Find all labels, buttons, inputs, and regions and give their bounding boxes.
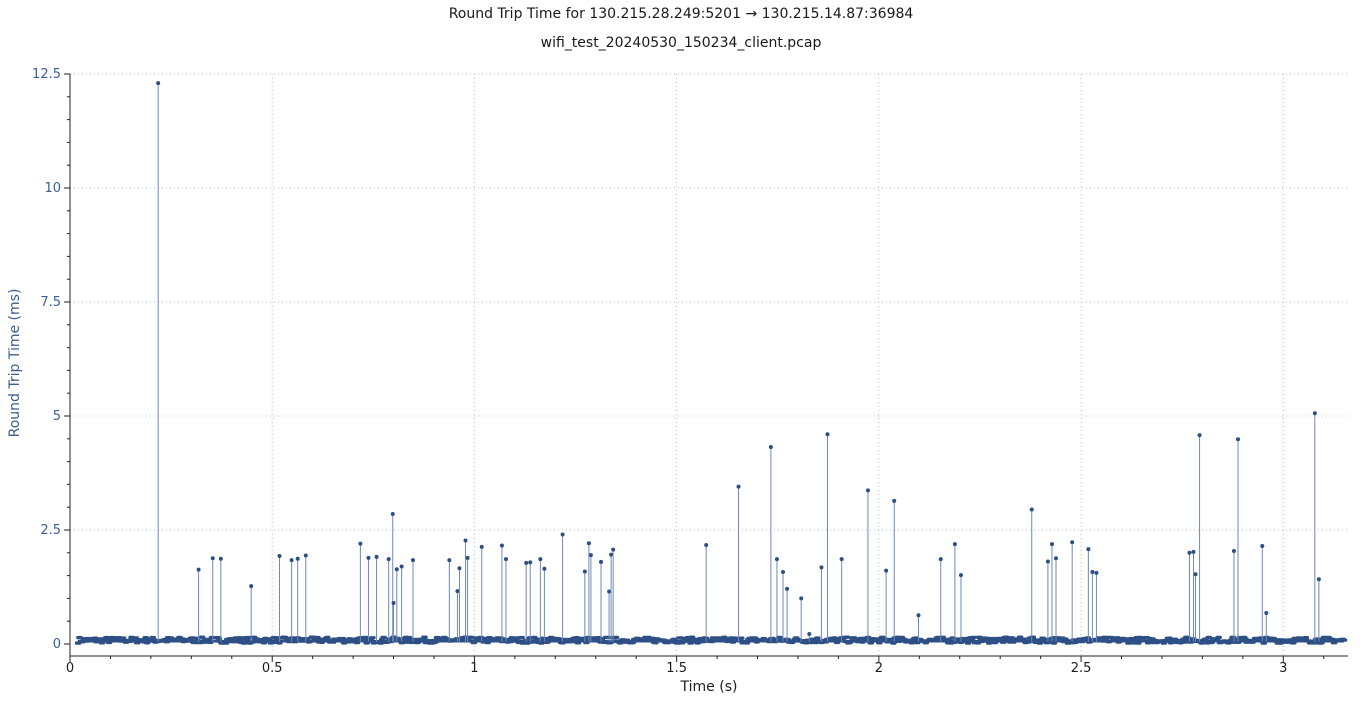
rtt-point xyxy=(704,543,709,548)
rtt-point xyxy=(916,613,921,618)
rtt-point xyxy=(609,552,614,557)
rtt-point xyxy=(865,488,870,493)
rtt-point xyxy=(465,555,470,560)
rtt-point xyxy=(524,560,529,565)
rtt-point xyxy=(768,445,773,450)
rtt-point xyxy=(884,568,889,573)
rtt-point xyxy=(825,432,830,437)
rtt-point xyxy=(952,542,957,547)
rtt-point xyxy=(447,558,452,563)
grid xyxy=(70,73,1348,656)
rtt-point xyxy=(1054,556,1059,561)
x-axis-label: Time (s) xyxy=(680,679,738,695)
rtt-point xyxy=(463,538,468,543)
rtt-point xyxy=(586,541,591,546)
x-tick-label: 1 xyxy=(470,661,478,676)
rtt-point xyxy=(1090,569,1095,574)
y-tick-label: 5 xyxy=(53,409,61,424)
rtt-point xyxy=(528,560,533,565)
rtt-point xyxy=(839,557,844,562)
rtt-point xyxy=(1086,547,1091,552)
rtt-point xyxy=(611,547,616,552)
rtt-point xyxy=(538,557,543,562)
rtt-point xyxy=(455,589,460,594)
x-tick-label: 0.5 xyxy=(262,661,283,676)
rtt-point xyxy=(774,557,779,562)
rtt-point xyxy=(394,567,399,572)
rtt-point xyxy=(399,564,404,569)
rtt-point xyxy=(1260,543,1265,548)
rtt-point xyxy=(1231,548,1236,553)
rtt-point xyxy=(781,569,786,574)
rtt-spikes xyxy=(156,81,1321,642)
rtt-point xyxy=(892,498,897,503)
axes: 0 0.5 1 1.5 2 2.5 3 0 2.5 5 7.5 10 12.5 xyxy=(32,67,1348,676)
rtt-point xyxy=(542,566,547,571)
rtt-point xyxy=(499,543,504,548)
rtt-point xyxy=(582,569,587,574)
rtt-point xyxy=(479,544,484,549)
rtt-point xyxy=(1197,433,1202,438)
y-tick-label: 7.5 xyxy=(40,295,61,310)
rtt-point xyxy=(210,556,215,561)
rtt-point xyxy=(1193,572,1198,577)
x-tick-label: 3 xyxy=(1279,661,1287,676)
rtt-point xyxy=(1029,507,1034,512)
rtt-point xyxy=(1049,542,1054,547)
rtt-point xyxy=(938,557,943,562)
rtt-point xyxy=(366,555,371,560)
rtt-point xyxy=(156,81,161,86)
rtt-point xyxy=(303,553,308,558)
rtt-point xyxy=(807,631,812,636)
rtt-point xyxy=(560,532,565,537)
rtt-point xyxy=(358,541,363,546)
rtt-point xyxy=(1187,550,1192,555)
rtt-point xyxy=(799,596,804,601)
rtt-point xyxy=(503,557,508,562)
x-tick-label: 1.5 xyxy=(666,661,687,676)
rtt-point xyxy=(958,573,963,578)
y-tick-label: 10 xyxy=(44,181,61,196)
rtt-point xyxy=(607,589,612,594)
rtt-point xyxy=(1316,577,1321,582)
rtt-point xyxy=(289,558,294,563)
rtt-point xyxy=(588,553,593,558)
rtt-point xyxy=(1070,540,1075,545)
rtt-point xyxy=(386,557,391,562)
rtt-point xyxy=(736,484,741,489)
rtt-point xyxy=(1191,549,1196,554)
rtt-point xyxy=(295,556,300,561)
rtt-point xyxy=(374,554,379,559)
y-axis-label: Round Trip Time (ms) xyxy=(7,289,23,438)
rtt-point xyxy=(1235,437,1240,442)
rtt-point xyxy=(1045,559,1050,564)
chart-subtitle: wifi_test_20240530_150234_client.pcap xyxy=(540,35,822,51)
y-tick-label: 0 xyxy=(53,637,61,652)
rtt-point xyxy=(785,586,790,591)
rtt-point xyxy=(1312,411,1317,416)
y-tick-label: 2.5 xyxy=(40,523,61,538)
x-tick-label: 2.5 xyxy=(1071,661,1092,676)
x-tick-label: 2 xyxy=(875,661,883,676)
rtt-point xyxy=(410,558,415,563)
rtt-point xyxy=(196,567,201,572)
x-tick-label: 0 xyxy=(66,661,74,676)
rtt-point xyxy=(599,559,604,564)
rtt-point xyxy=(391,600,396,605)
rtt-point xyxy=(457,566,462,571)
y-tick-label: 12.5 xyxy=(32,67,61,82)
rtt-point xyxy=(218,556,223,561)
rtt-point xyxy=(277,553,282,558)
rtt-point xyxy=(1094,570,1099,575)
rtt-point xyxy=(249,584,254,589)
rtt-point xyxy=(390,512,395,517)
chart-title: Round Trip Time for 130.215.28.249:5201 … xyxy=(448,6,914,22)
rtt-point xyxy=(1264,610,1269,615)
baseline-points xyxy=(74,635,1348,645)
rtt-point xyxy=(819,565,824,570)
